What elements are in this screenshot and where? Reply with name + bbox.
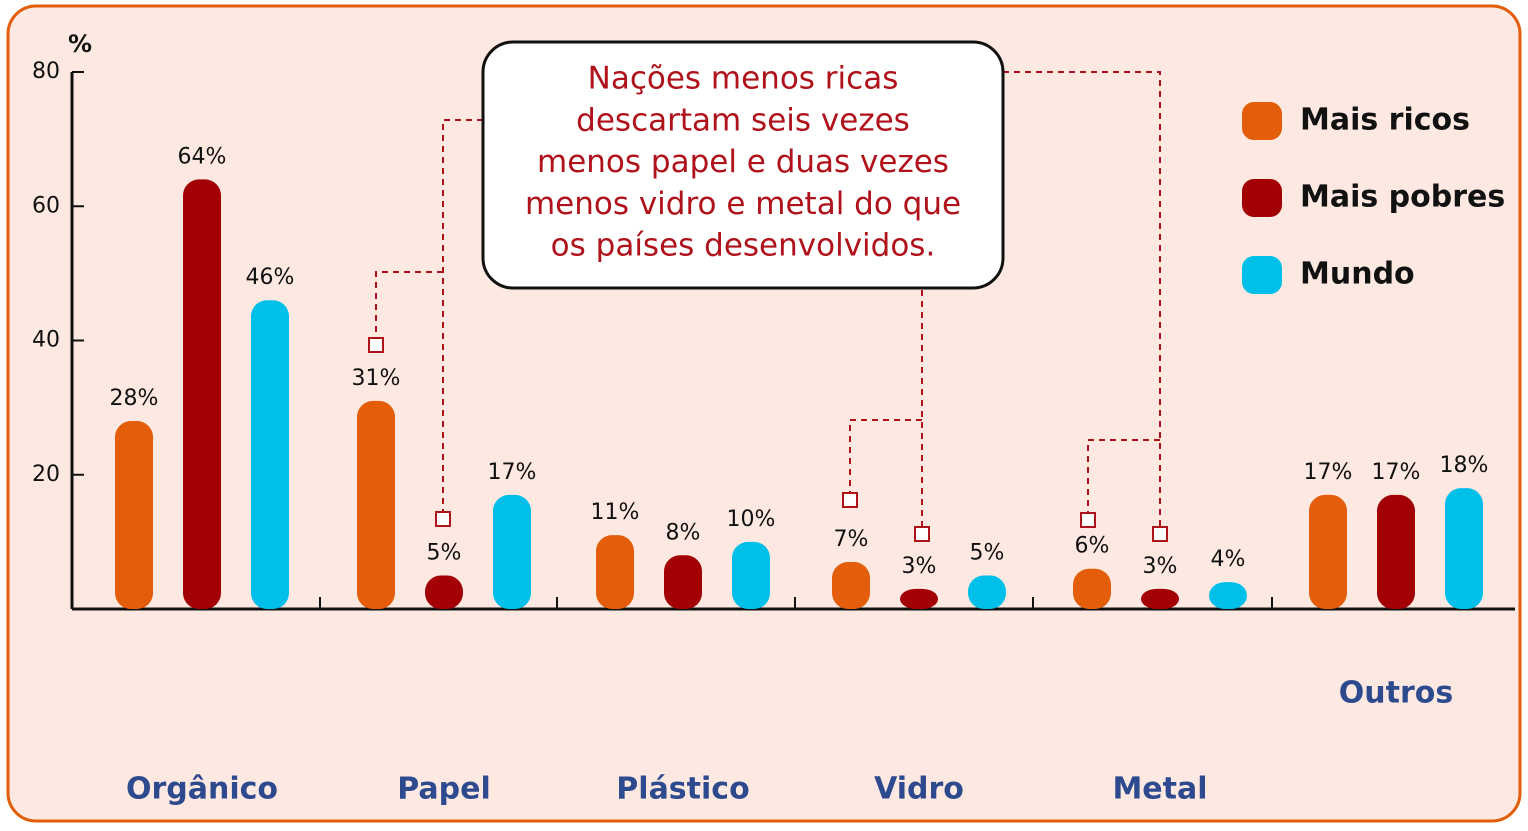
annotation-line: descartam seis vezes <box>576 102 910 138</box>
value-label: 6% <box>1075 534 1110 559</box>
bar <box>900 588 938 609</box>
bar <box>832 562 870 609</box>
legend-swatch <box>1242 102 1282 140</box>
bar <box>1309 494 1347 609</box>
legend-label: Mais ricos <box>1300 103 1470 138</box>
annotation-line: menos papel e duas vezes <box>537 144 949 180</box>
value-label: 17% <box>1304 460 1353 485</box>
bar <box>664 555 702 609</box>
value-label: 28% <box>110 386 159 411</box>
category-label: Papel <box>397 772 491 807</box>
bar <box>425 575 463 609</box>
annotation-line: os países desenvolvidos. <box>551 228 936 264</box>
value-label: 17% <box>1372 460 1421 485</box>
bar <box>1141 588 1179 609</box>
value-label: 31% <box>352 366 401 391</box>
connectors <box>368 71 1168 542</box>
legend-swatch <box>1242 256 1282 294</box>
y-tick-label: 60 <box>32 193 60 218</box>
annotation-line: menos vidro e metal do que <box>525 186 961 222</box>
value-label: 3% <box>902 554 937 579</box>
y-axis-label: % <box>68 30 92 58</box>
bar <box>183 179 221 609</box>
value-label: 7% <box>834 527 869 552</box>
value-label: 4% <box>1211 547 1246 572</box>
bar <box>1445 488 1483 609</box>
bar <box>596 535 634 609</box>
category-label: Metal <box>1112 772 1207 807</box>
annotation-line: Nações menos ricas <box>588 61 899 97</box>
category-label: Orgânico <box>126 772 278 807</box>
annotation-box <box>481 40 1005 290</box>
category-label: Vidro <box>874 772 964 807</box>
y-tick-label: 80 <box>32 59 60 84</box>
value-label: 8% <box>666 520 701 545</box>
legend-label: Mais pobres <box>1300 180 1505 215</box>
y-tick-label: 20 <box>32 462 60 487</box>
bar <box>357 400 395 609</box>
y-tick-label: 40 <box>32 328 60 353</box>
value-label: 11% <box>591 500 640 525</box>
category-label: Plástico <box>616 772 749 807</box>
bar <box>1073 568 1111 609</box>
panel <box>6 4 1522 823</box>
bar <box>1209 582 1247 609</box>
value-label: 17% <box>488 460 537 485</box>
bar <box>968 575 1006 609</box>
value-label: 5% <box>427 540 462 565</box>
value-label: 3% <box>1143 554 1178 579</box>
bar <box>732 541 770 609</box>
bar <box>251 300 289 609</box>
category-label: Outros <box>1339 676 1453 711</box>
legend-swatch <box>1242 179 1282 217</box>
bar <box>115 421 153 609</box>
value-label: 46% <box>246 265 295 290</box>
legend-label: Mundo <box>1300 257 1415 292</box>
value-label: 5% <box>970 540 1005 565</box>
value-label: 10% <box>727 507 776 532</box>
bar <box>1377 494 1415 609</box>
value-label: 18% <box>1440 453 1489 478</box>
bar <box>493 494 531 609</box>
value-label: 64% <box>178 144 227 169</box>
